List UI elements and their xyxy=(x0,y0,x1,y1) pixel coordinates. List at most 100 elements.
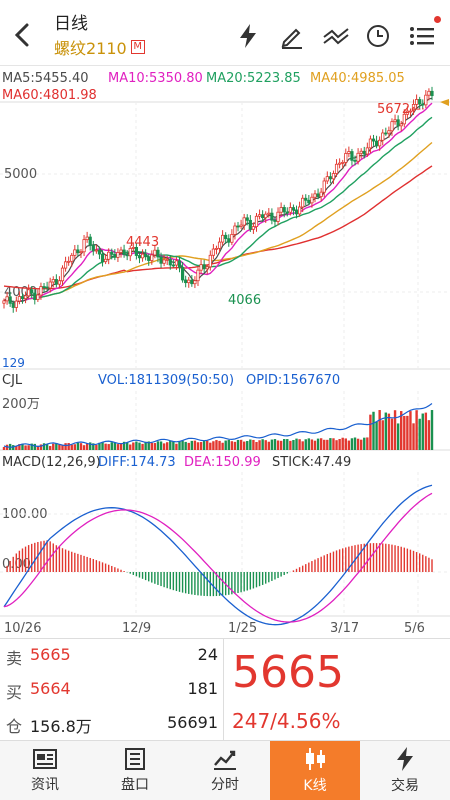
vol-axis-label: 200万 xyxy=(2,397,40,412)
market-badge: M xyxy=(130,40,145,54)
candle-body xyxy=(144,253,148,258)
candle-body xyxy=(288,207,292,213)
candle-body xyxy=(399,123,403,127)
volume-bar xyxy=(227,439,230,450)
volume-bar xyxy=(261,439,264,450)
volume-bar xyxy=(58,444,61,450)
trade-icon xyxy=(397,747,413,771)
volume-bar xyxy=(125,442,129,450)
volume-bar xyxy=(27,445,30,450)
volume-bar xyxy=(424,412,428,450)
volume-bar xyxy=(92,443,95,450)
orderbook-summary: 卖 5665 24 买 5664 181 仓 156.8万 56691 xyxy=(0,639,224,741)
candle-body xyxy=(245,217,249,221)
kline-chart[interactable]: MA5:5455.40 MA10:5350.80 MA20:5223.85 MA… xyxy=(0,66,450,638)
period-clock-icon[interactable] xyxy=(362,20,394,52)
ma10-label: MA10:5350.80 xyxy=(108,71,203,86)
volume-bar xyxy=(378,410,381,450)
nav-kline[interactable]: K线 xyxy=(270,741,360,800)
candle-body xyxy=(187,279,191,284)
volume-bar xyxy=(156,441,160,450)
sell-price: 5665 xyxy=(30,645,71,664)
candle-body xyxy=(257,214,262,217)
volume-bar xyxy=(104,443,107,450)
volume-bar xyxy=(39,444,43,450)
volume-bar xyxy=(2,447,6,450)
volume-bar xyxy=(335,440,338,450)
candle-body xyxy=(344,153,348,163)
volume-bar xyxy=(21,443,24,450)
candle-body xyxy=(63,261,68,269)
date-label: 3/17 xyxy=(330,621,359,636)
date-gridlines xyxy=(135,102,419,616)
contract-label: 螺纹2110 xyxy=(54,39,127,58)
nav-intraday[interactable]: 分时 xyxy=(180,741,270,800)
open-interest-row: 仓 156.8万 56691 xyxy=(0,707,224,741)
nav-trade[interactable]: 交易 xyxy=(360,741,450,800)
candle-body xyxy=(36,294,40,300)
volume-bar xyxy=(304,439,307,450)
volume-bar xyxy=(52,443,55,450)
volume-bar xyxy=(212,441,215,450)
volume-bar xyxy=(138,442,141,450)
draw-pen-icon[interactable] xyxy=(276,20,308,52)
candle-body xyxy=(134,247,139,256)
candle-body xyxy=(359,150,363,154)
volume-bar xyxy=(150,442,153,450)
candle-body xyxy=(322,180,326,193)
volume-bar xyxy=(329,438,332,450)
back-arrow-icon[interactable] xyxy=(8,20,38,50)
volume-bar xyxy=(390,418,394,450)
contract-name[interactable]: 螺纹2110 M xyxy=(54,35,145,59)
volume-bar xyxy=(193,440,197,450)
candle-body xyxy=(273,219,277,222)
nav-trade-label: 交易 xyxy=(391,778,419,794)
lightning-icon[interactable] xyxy=(232,20,264,52)
macd-dea-line xyxy=(3,492,433,623)
candle-body xyxy=(94,249,98,252)
buy-row[interactable]: 买 5664 181 xyxy=(0,673,224,707)
orderbook-icon xyxy=(125,748,145,770)
volume-bar xyxy=(162,443,166,450)
candle-body xyxy=(180,266,185,281)
volume-bar xyxy=(141,443,144,450)
volume-bar xyxy=(356,438,360,450)
candle-body xyxy=(131,247,135,249)
candle-body xyxy=(168,258,172,266)
date-label: 5/6 xyxy=(404,621,425,636)
volume-bar xyxy=(316,438,320,450)
sell-row[interactable]: 卖 5665 24 xyxy=(0,639,224,673)
volume-bar xyxy=(421,413,424,450)
menu-list-icon[interactable] xyxy=(406,16,441,52)
volume-bar xyxy=(76,442,80,450)
candle-body xyxy=(294,209,299,215)
volume-bar xyxy=(119,443,123,450)
candle-body xyxy=(353,159,357,162)
candle-body xyxy=(122,249,126,256)
macd-name: MACD(12,26,9) xyxy=(2,455,101,470)
vol-value: VOL:1811309(50:50) xyxy=(98,373,234,388)
date-label: 10/26 xyxy=(4,621,41,636)
volume-bar xyxy=(264,440,267,450)
volume-bar xyxy=(258,440,261,450)
ma10-line xyxy=(3,102,433,303)
candle-body xyxy=(276,211,280,222)
candle-body xyxy=(150,254,154,261)
candle-body xyxy=(270,212,274,221)
candle-body xyxy=(217,241,222,249)
ma5-line xyxy=(3,97,433,303)
volume-bar xyxy=(255,442,258,450)
candle-body xyxy=(193,280,197,285)
candle-body xyxy=(347,151,351,154)
indicator-lines-icon[interactable] xyxy=(320,20,352,52)
nav-orderbook[interactable]: 盘口 xyxy=(90,741,180,800)
candle-body xyxy=(239,224,243,227)
volume-bar xyxy=(233,441,237,450)
price-change: 247/4.56% xyxy=(232,709,341,733)
candle-body xyxy=(248,219,252,230)
volume-bar xyxy=(326,439,329,450)
candle-body xyxy=(205,266,209,270)
candle-body xyxy=(2,300,6,304)
nav-news[interactable]: 资讯 xyxy=(0,741,90,800)
volume-bar xyxy=(95,444,98,450)
